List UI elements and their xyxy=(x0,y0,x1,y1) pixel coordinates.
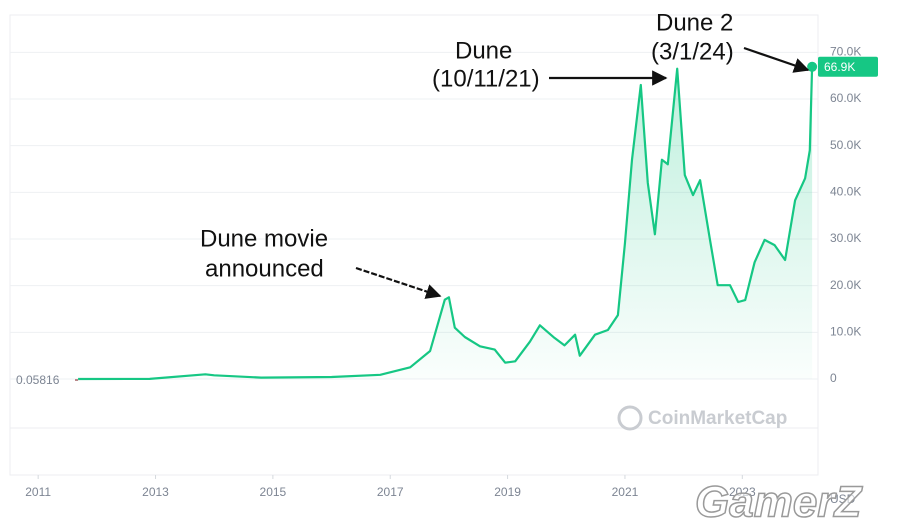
y-tick-label: 20.0K xyxy=(830,278,861,292)
y-tick-label: 30.0K xyxy=(830,231,861,245)
x-tick-label: 2021 xyxy=(612,485,639,499)
x-tick-label: 2013 xyxy=(142,485,169,499)
area xyxy=(78,66,813,380)
watermark-icon xyxy=(617,405,643,431)
x-tick-label: 2011 xyxy=(25,485,51,499)
y-tick-label: 0 xyxy=(830,371,837,385)
annotation-text: (3/1/24) xyxy=(651,38,734,65)
annotation: Dune 2(3/1/24) xyxy=(651,9,810,73)
y-tick-label: 10.0K xyxy=(830,325,861,339)
watermark-logo: CoinMarketCap xyxy=(617,405,787,431)
annotation-text: Dune xyxy=(455,37,512,64)
annotation: Dune movie announced xyxy=(200,225,442,299)
start-price-label: 0.05816 xyxy=(16,373,60,387)
unit-label: USD xyxy=(830,492,856,506)
x-tick-label: 2023 xyxy=(729,485,756,499)
y-tick-label: 60.0K xyxy=(830,91,861,105)
x-tick-label: 2015 xyxy=(260,485,287,499)
annotation-text: (10/11/21) xyxy=(432,65,540,92)
price-tag-label: 66.9K xyxy=(824,60,855,74)
annotation-text: Dune 2 xyxy=(656,9,733,36)
y-tick-label: 70.0K xyxy=(830,45,861,59)
x-tick-label: 2017 xyxy=(377,485,404,499)
watermark-text: CoinMarketCap xyxy=(648,408,787,429)
plot-frame xyxy=(9,14,819,476)
y-tick-label: 40.0K xyxy=(830,185,861,199)
y-tick-label: 50.0K xyxy=(830,138,861,152)
annotation: Dune(10/11/21) xyxy=(432,37,668,92)
annotation-arrow xyxy=(355,266,442,299)
watermark-gamerz: GamerZ xyxy=(695,478,863,527)
annotation-text: announced xyxy=(205,255,324,282)
line xyxy=(78,66,814,381)
annotation-text: Dune movie xyxy=(200,225,328,252)
current-price-dot xyxy=(807,61,818,72)
price-tag xyxy=(818,56,878,77)
x-tick-label: 2019 xyxy=(494,485,521,499)
annotation-arrow xyxy=(743,46,810,73)
